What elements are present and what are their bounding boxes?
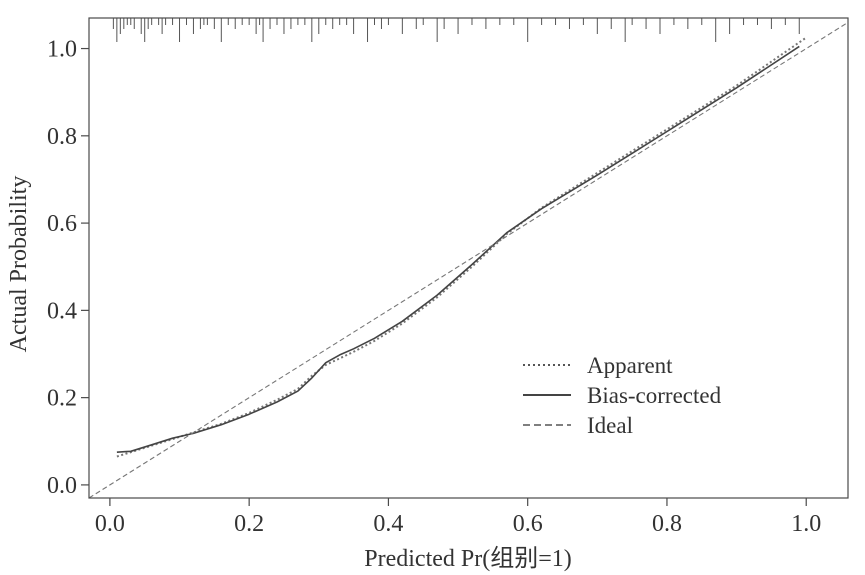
x-tick-label: 0.6 [513, 511, 543, 537]
x-tick-label: 0.8 [652, 511, 682, 537]
axes [88, 17, 849, 499]
y-tick-label: 0.6 [47, 211, 77, 237]
x-tick-label: 0.4 [373, 511, 403, 537]
y-axis-label: Actual Probability [6, 176, 32, 353]
y-tick-label: 0.8 [47, 124, 77, 150]
legend-label-bias-corrected: Bias-corrected [587, 383, 722, 408]
legend-label-ideal: Ideal [587, 413, 633, 438]
legend-label-apparent: Apparent [587, 353, 673, 378]
x-axis-label: Predicted Pr(组别=1) [364, 545, 572, 572]
y-axis-ticks: 0.0 0.2 0.4 0.6 0.8 1.0 [47, 37, 89, 499]
legend: Apparent Bias-corrected Ideal [523, 353, 722, 438]
series-line-ideal [88, 21, 849, 499]
x-tick-label: 1.0 [791, 511, 821, 537]
y-tick-label: 1.0 [47, 37, 77, 63]
y-tick-label: 0.0 [47, 473, 77, 499]
y-tick-label: 0.2 [47, 386, 77, 412]
rug-marks [112, 18, 800, 42]
plot-frame [88, 17, 849, 499]
x-tick-label: 0.0 [95, 511, 125, 537]
series-layer [88, 21, 849, 499]
series-line-bias-corrected [116, 45, 800, 453]
x-tick-label: 0.2 [234, 511, 264, 537]
x-axis-ticks: 0.0 0.2 0.4 0.6 0.8 1.0 [95, 498, 821, 537]
y-tick-label: 0.4 [47, 298, 77, 324]
